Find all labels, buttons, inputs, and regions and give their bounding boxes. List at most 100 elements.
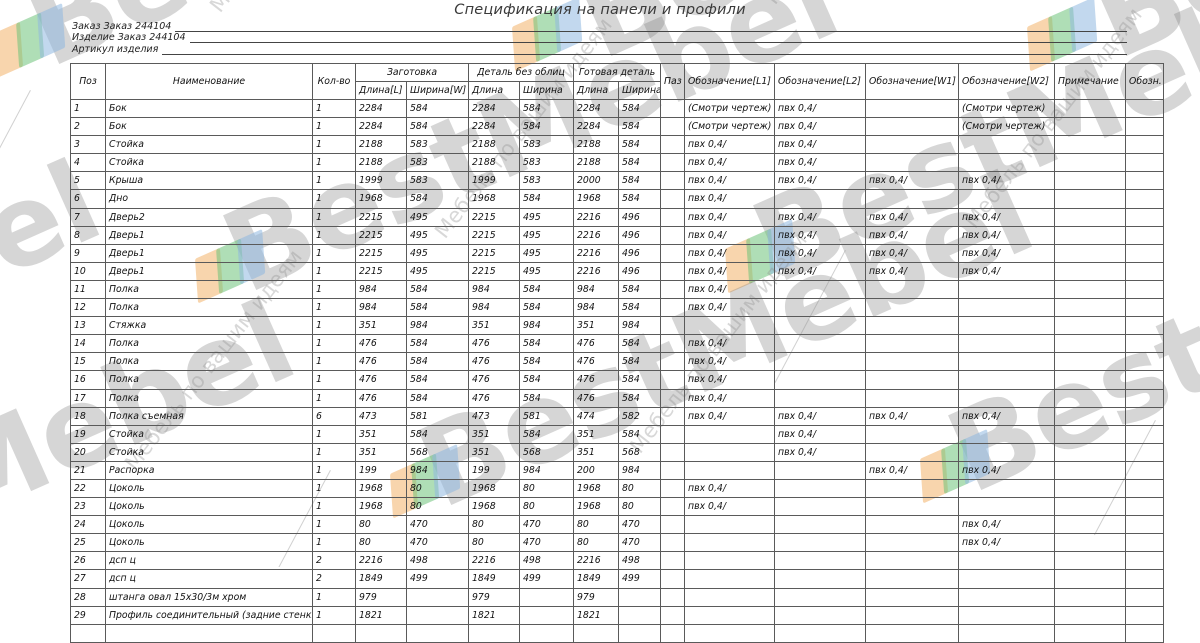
cell-note — [1054, 551, 1127, 571]
cell-finished-width: 584 — [618, 424, 662, 444]
cell-mark — [1125, 298, 1165, 318]
cell-blank-length: 979 — [355, 587, 407, 607]
cell-note — [1054, 153, 1127, 173]
cell-w2 — [958, 334, 1056, 354]
cell-empty — [1125, 623, 1165, 643]
table-row[interactable]: 9 Дверь1 1 2215 495 2215 495 2216 496 пвх 0,4/пвх… — [70, 243, 1165, 263]
table-row[interactable]: 15 Полка 1 476 584 476 584 476 584 пвх 0,4/ — [70, 352, 1165, 372]
cell-w1 — [865, 533, 960, 553]
table-row[interactable]: 6 Дно 1 1968 584 1968 584 1968 584 пвх 0,4/ — [70, 189, 1165, 209]
table-row[interactable]: 8 Дверь1 1 2215 495 2215 495 2216 496 пвх 0,4/пвх… — [70, 225, 1165, 245]
cell-pos: 18 — [70, 406, 106, 426]
cell-blank-width: 984 — [405, 316, 470, 336]
cell-unfaced-width — [519, 605, 575, 625]
cell-unfaced-width: 499 — [519, 569, 575, 589]
cell-groove — [660, 225, 686, 245]
cell-note — [1054, 334, 1127, 354]
table-row[interactable]: 3 Стойка 1 2188 583 2188 583 2188 584 пвх 0,4/пвх… — [70, 135, 1165, 155]
cell-l1 — [684, 442, 776, 462]
table-row[interactable]: 25 Цоколь 1 80 470 80 470 80 470 пвх 0,4/ — [70, 533, 1165, 553]
table-row[interactable]: 20 Стойка 1 351 568 351 568 351 568 пвх 0,4/ — [70, 442, 1165, 462]
cell-name: Полка — [105, 279, 313, 300]
cell-unfaced-width: 470 — [519, 515, 575, 535]
table-row-empty[interactable] — [70, 623, 1165, 643]
table-row[interactable]: 18 Полка съемная 6 473 581 473 581 474 582 пвх 0,… — [70, 406, 1165, 426]
table-row[interactable]: 10 Дверь1 1 2215 495 2215 495 2216 496 пвх 0,4/пв… — [70, 261, 1165, 281]
cell-note — [1054, 460, 1127, 480]
table-row[interactable]: 22 Цоколь 1 1968 80 1968 80 1968 80 пвх 0,4/ — [70, 478, 1165, 499]
cell-l1: (Смотри чертеж) — [684, 117, 776, 137]
cell-mark — [1125, 569, 1165, 589]
col-subheader-unfaced-length: Длина — [468, 81, 521, 100]
cell-blank-width: 495 — [405, 261, 470, 281]
cell-unfaced-length: 1968 — [468, 497, 521, 517]
table-row[interactable]: 28 штанга овал 15х30/3м хром 1 979 979 979 — [70, 587, 1165, 607]
table-row[interactable]: 24 Цоколь 1 80 470 80 470 80 470 пвх 0,4/ — [70, 515, 1165, 535]
cell-unfaced-length: 979 — [468, 587, 521, 607]
cell-pos: 28 — [70, 587, 106, 607]
table-row[interactable]: 11 Полка 1 984 584 984 584 984 584 пвх 0,4/ — [70, 279, 1165, 300]
table-row[interactable]: 7 Дверь2 1 2215 495 2215 495 2216 496 пвх 0,4/пвх… — [70, 207, 1165, 227]
cell-l1 — [684, 316, 776, 336]
cell-w1 — [865, 424, 960, 444]
cell-l1: пвх 0,4/ — [684, 388, 776, 408]
col-header-l1: Обозначение[L1] — [684, 63, 776, 100]
table-row[interactable]: 12 Полка 1 984 584 984 584 984 584 пвх 0,4/ — [70, 298, 1165, 318]
cell-note — [1054, 171, 1127, 191]
cell-blank-width: 80 — [405, 497, 470, 517]
cell-w2: (Смотри чертеж) — [958, 117, 1056, 137]
cell-blank-length: 2215 — [355, 225, 407, 245]
table-row[interactable]: 21 Распорка 1 199 984 199 984 200 984 пвх 0,4/пвх… — [70, 460, 1165, 480]
cell-unfaced-width: 584 — [519, 370, 575, 390]
col-subheader-finished-width: Ширина — [618, 81, 662, 100]
cell-finished-length: 2284 — [573, 117, 620, 137]
table-row[interactable]: 13 Стяжка 1 351 984 351 984 351 984 — [70, 316, 1165, 336]
cell-finished-length: 2216 — [573, 261, 620, 281]
cell-name: Распорка — [105, 460, 313, 480]
cell-blank-width: 495 — [405, 243, 470, 263]
cell-finished-length: 2216 — [573, 207, 620, 227]
cell-finished-width — [618, 605, 662, 625]
table-row[interactable]: 14 Полка 1 476 584 476 584 476 584 пвх 0,4/ — [70, 334, 1165, 354]
cell-finished-width: 584 — [618, 370, 662, 390]
cell-w2 — [958, 279, 1056, 300]
table-row[interactable]: 27 дсп ц 2 1849 499 1849 499 1849 499 — [70, 569, 1165, 589]
cell-blank-width: 581 — [405, 406, 470, 426]
cell-l1 — [684, 515, 776, 535]
cell-blank-length: 984 — [355, 279, 407, 300]
cell-finished-length: 984 — [573, 298, 620, 318]
cell-l2 — [774, 370, 867, 390]
table-row[interactable]: 5 Крыша 1 1999 583 1999 583 2000 584 пвх 0,4/пвх … — [70, 171, 1165, 191]
cell-blank-length: 476 — [355, 334, 407, 354]
cell-finished-length: 1968 — [573, 189, 620, 209]
cell-pos: 21 — [70, 460, 106, 480]
cell-qty: 1 — [312, 316, 356, 336]
table-row[interactable]: 2 Бок 1 2284 584 2284 584 2284 584 (Смотри чертеж… — [70, 117, 1165, 137]
table-row[interactable]: 26 дсп ц 2 2216 498 2216 498 2216 498 — [70, 551, 1165, 571]
table-row[interactable]: 23 Цоколь 1 1968 80 1968 80 1968 80 пвх 0,4/ — [70, 497, 1165, 517]
cell-qty: 1 — [312, 135, 356, 155]
cell-finished-width: 568 — [618, 442, 662, 462]
cell-w2: пвх 0,4/ — [958, 243, 1056, 263]
table-row[interactable]: 4 Стойка 1 2188 583 2188 583 2188 584 пвх 0,4/пвх… — [70, 153, 1165, 173]
table-row[interactable]: 17 Полка 1 476 584 476 584 476 584 пвх 0,4/ — [70, 388, 1165, 408]
table-row[interactable]: 29 Профиль соединительный (задние стенки)… — [70, 605, 1165, 625]
cell-finished-width: 984 — [618, 316, 662, 336]
cell-mark — [1125, 551, 1165, 571]
cell-unfaced-width: 584 — [519, 98, 575, 119]
cell-qty: 1 — [312, 261, 356, 281]
cell-finished-length: 984 — [573, 279, 620, 300]
table-row[interactable]: 1 Бок 1 2284 584 2284 584 2284 584 (Смотри чертеж… — [70, 98, 1165, 119]
cell-l1: пвх 0,4/ — [684, 207, 776, 227]
cell-l2 — [774, 352, 867, 372]
cell-finished-width: 584 — [618, 352, 662, 372]
cell-blank-length: 1968 — [355, 478, 407, 499]
cell-empty — [519, 623, 575, 643]
col-header-groove: Паз — [660, 63, 686, 100]
cell-blank-width: 584 — [405, 279, 470, 300]
cell-l2 — [774, 551, 867, 571]
table-row[interactable]: 16 Полка 1 476 584 476 584 476 584 пвх 0,4/ — [70, 370, 1165, 390]
cell-name: Дверь1 — [105, 225, 313, 245]
table-row[interactable]: 19 Стойка 1 351 584 351 584 351 584 пвх 0,4/ — [70, 424, 1165, 444]
cell-l1: пвх 0,4/ — [684, 370, 776, 390]
